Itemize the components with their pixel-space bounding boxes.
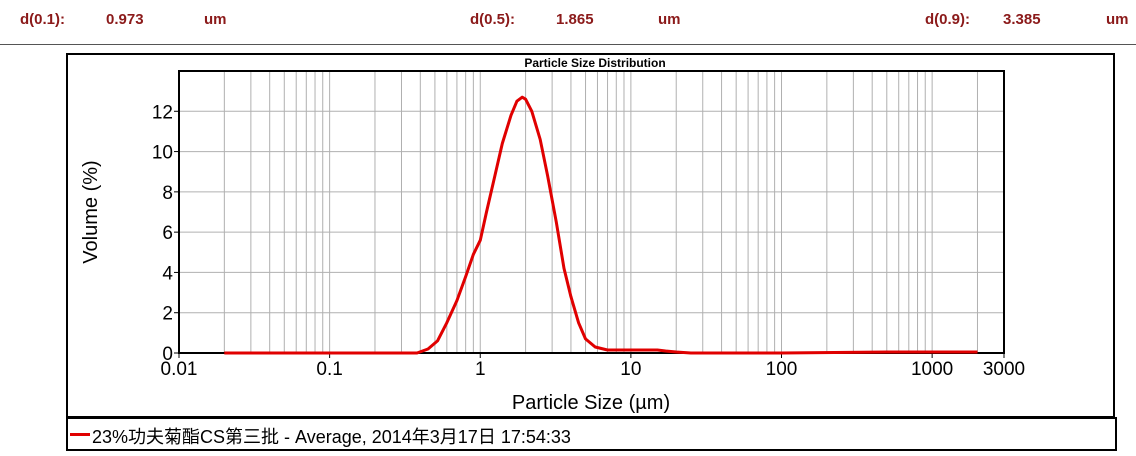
y-tick-label: 8 [162, 183, 173, 204]
legend-text: 23%功夫菊酯CS第三批 - Average, 2014年3月17日 17:54… [92, 427, 571, 447]
d10-label: d(0.1): [20, 11, 65, 28]
axes: 0 2 4 6 8 10 12 0.01 0.1 1 10 100 1000 3000 [152, 102, 1025, 380]
statistics-bar: d(0.1): 0.973 um d(0.5): 1.865 um d(0.9)… [0, 0, 1136, 44]
d90-label: d(0.9): [925, 11, 970, 28]
y-tick-label: 12 [152, 102, 173, 123]
x-tick-label: 0.01 [161, 359, 198, 380]
y-tick-label: 6 [162, 223, 173, 244]
d50-label: d(0.5): [470, 11, 515, 28]
x-tick-label: 100 [766, 359, 798, 380]
series-line [224, 95, 978, 355]
grid-lines [179, 71, 1004, 353]
y-axis-label: Volume (%) [80, 160, 102, 263]
y-tick-label: 4 [162, 263, 173, 284]
y-tick-label: 0 [162, 344, 173, 365]
chart-title: Particle Size Distribution [524, 56, 665, 70]
x-axis-label: Particle Size (µm) [512, 392, 670, 414]
d50-unit: um [658, 11, 681, 28]
d90-unit: um [1106, 11, 1129, 28]
legend-swatch [70, 433, 90, 436]
header-divider [0, 44, 1136, 45]
d10-unit: um [204, 11, 227, 28]
x-tick-label: 1000 [911, 359, 953, 380]
d90-value: 3.385 [1003, 11, 1041, 28]
d10-value: 0.973 [106, 11, 144, 28]
d50-value: 1.865 [556, 11, 594, 28]
x-tick-label: 1 [475, 359, 486, 380]
x-tick-label: 10 [620, 359, 641, 380]
x-tick-label: 3000 [983, 359, 1025, 380]
x-tick-label: 0.1 [316, 359, 342, 380]
y-tick-label: 10 [152, 143, 173, 164]
y-tick-label: 2 [162, 304, 173, 325]
plot-border [178, 70, 1005, 354]
legend: 23%功夫菊酯CS第三批 - Average, 2014年3月17日 17:54… [66, 417, 1117, 451]
